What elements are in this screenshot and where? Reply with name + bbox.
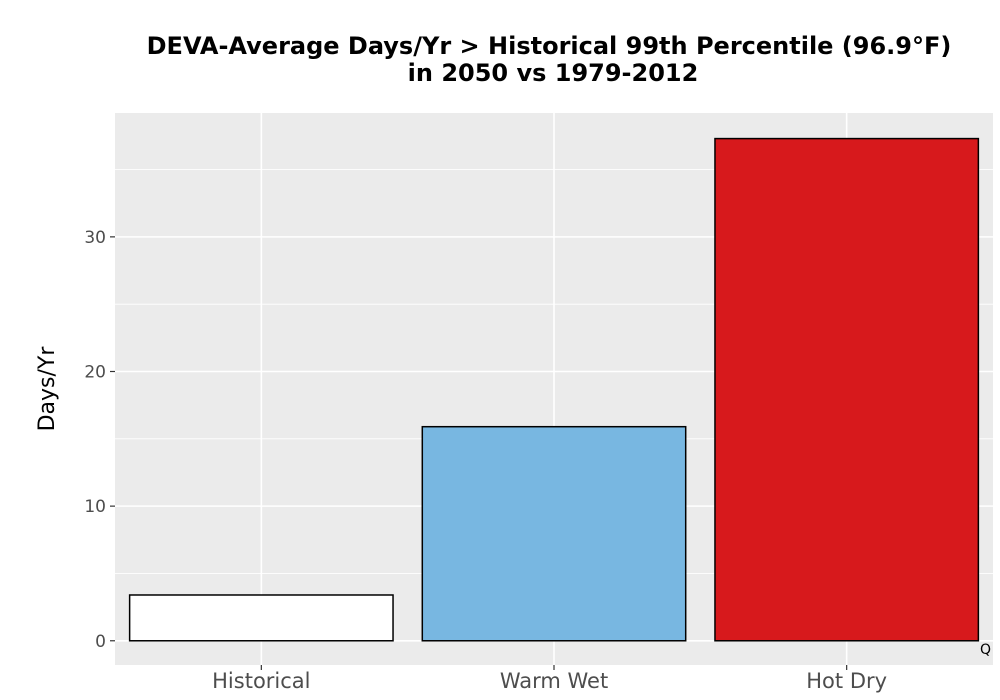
y-tick-label-3: 30: [84, 228, 106, 248]
corner-note: Q: [980, 642, 991, 658]
x-tick-label-1: Warm Wet: [500, 669, 608, 693]
x-axis: Historical Warm Wet Hot Dry: [212, 665, 887, 693]
x-tick-label-2: Hot Dry: [806, 669, 887, 693]
y-axis-label: Days/Yr: [35, 346, 60, 432]
chart-subtitle: in 2050 vs 1979-2012: [408, 59, 699, 87]
chart-title: DEVA-Average Days/Yr > Historical 99th P…: [147, 32, 952, 60]
y-tick-label-2: 20: [84, 362, 106, 382]
bar-hot-dry: [714, 137, 980, 642]
bar-historical: [128, 594, 394, 642]
y-tick-label-1: 10: [84, 497, 106, 517]
bar-warm-wet: [421, 425, 687, 642]
bars: [128, 137, 980, 642]
y-tick-label-0: 0: [95, 632, 106, 652]
y-axis: 0 10 20 30: [84, 228, 115, 652]
x-tick-label-0: Historical: [212, 669, 310, 693]
